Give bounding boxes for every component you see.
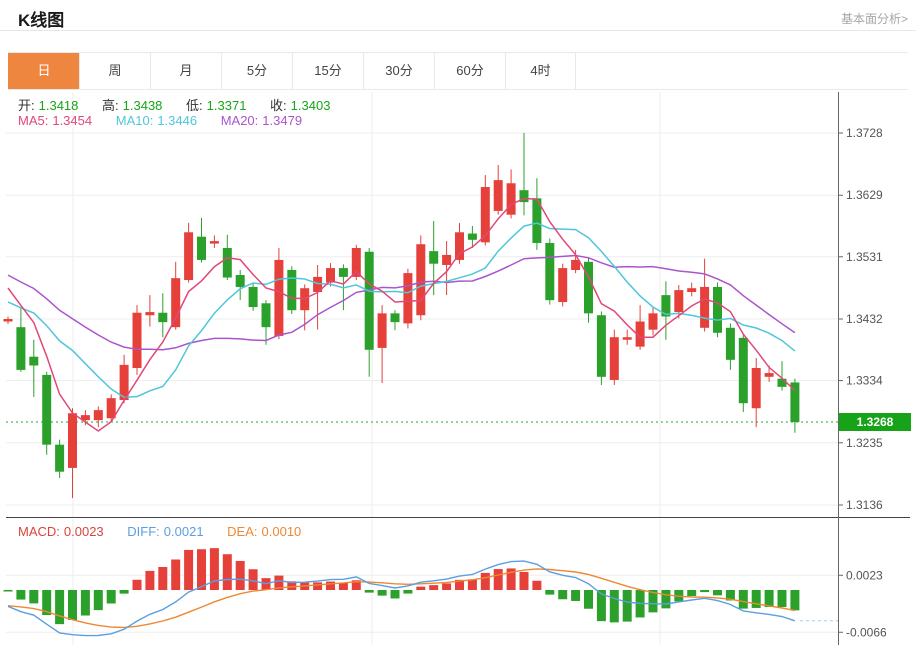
axis-tick-label: 1.3136	[846, 498, 883, 512]
y-axis: 1.3728 1.3629 1.3531 1.3432 1.3334 1.3235 1.31…	[838, 92, 887, 645]
timeframe-tabs: 日 周 月 5分 15分 30分 60分 4时	[8, 52, 908, 90]
macd-lines-layer	[7, 560, 838, 637]
tab-60min[interactable]: 60分	[434, 53, 505, 89]
axis-tick-label: 0.0023	[846, 568, 883, 582]
tab-30min[interactable]: 30分	[363, 53, 434, 89]
tab-4hour[interactable]: 4时	[505, 53, 576, 89]
ma20-line	[7, 254, 796, 351]
axis-tick-label: 1.3334	[846, 374, 883, 388]
dea-line	[7, 568, 796, 629]
macd-bars-layer	[3, 548, 800, 625]
axis-tick-label: 1.3629	[846, 188, 883, 202]
candlestick-chart[interactable]: 1.3728 1.3629 1.3531 1.3432 1.3334 1.3235 1.31…	[0, 92, 916, 645]
ma-lines-layer	[7, 197, 796, 432]
grid-lines	[6, 92, 838, 645]
axis-tick-label: -0.0066	[846, 625, 887, 639]
page-header: K线图 基本面分析>	[0, 0, 916, 31]
axis-tick-label: 1.3432	[846, 312, 883, 326]
tab-5min[interactable]: 5分	[221, 53, 292, 89]
tab-15min[interactable]: 15分	[292, 53, 363, 89]
axis-tick-label: 1.3235	[846, 436, 883, 450]
axis-tick-label: 1.3531	[846, 250, 883, 264]
tab-monthly[interactable]: 月	[150, 53, 221, 89]
page-title: K线图	[18, 11, 65, 30]
tab-weekly[interactable]: 周	[79, 53, 150, 89]
ma10-line	[7, 222, 796, 398]
candles-layer	[3, 133, 800, 499]
diff-line	[7, 560, 796, 637]
ma5-line	[7, 197, 796, 432]
axis-tick-label: 1.3728	[846, 126, 883, 140]
kline-chart-area[interactable]: 1.3728 1.3629 1.3531 1.3432 1.3334 1.3235 1.31…	[0, 92, 916, 645]
fundamental-analysis-link[interactable]: 基本面分析>	[840, 12, 908, 26]
tab-daily[interactable]: 日	[8, 53, 79, 89]
